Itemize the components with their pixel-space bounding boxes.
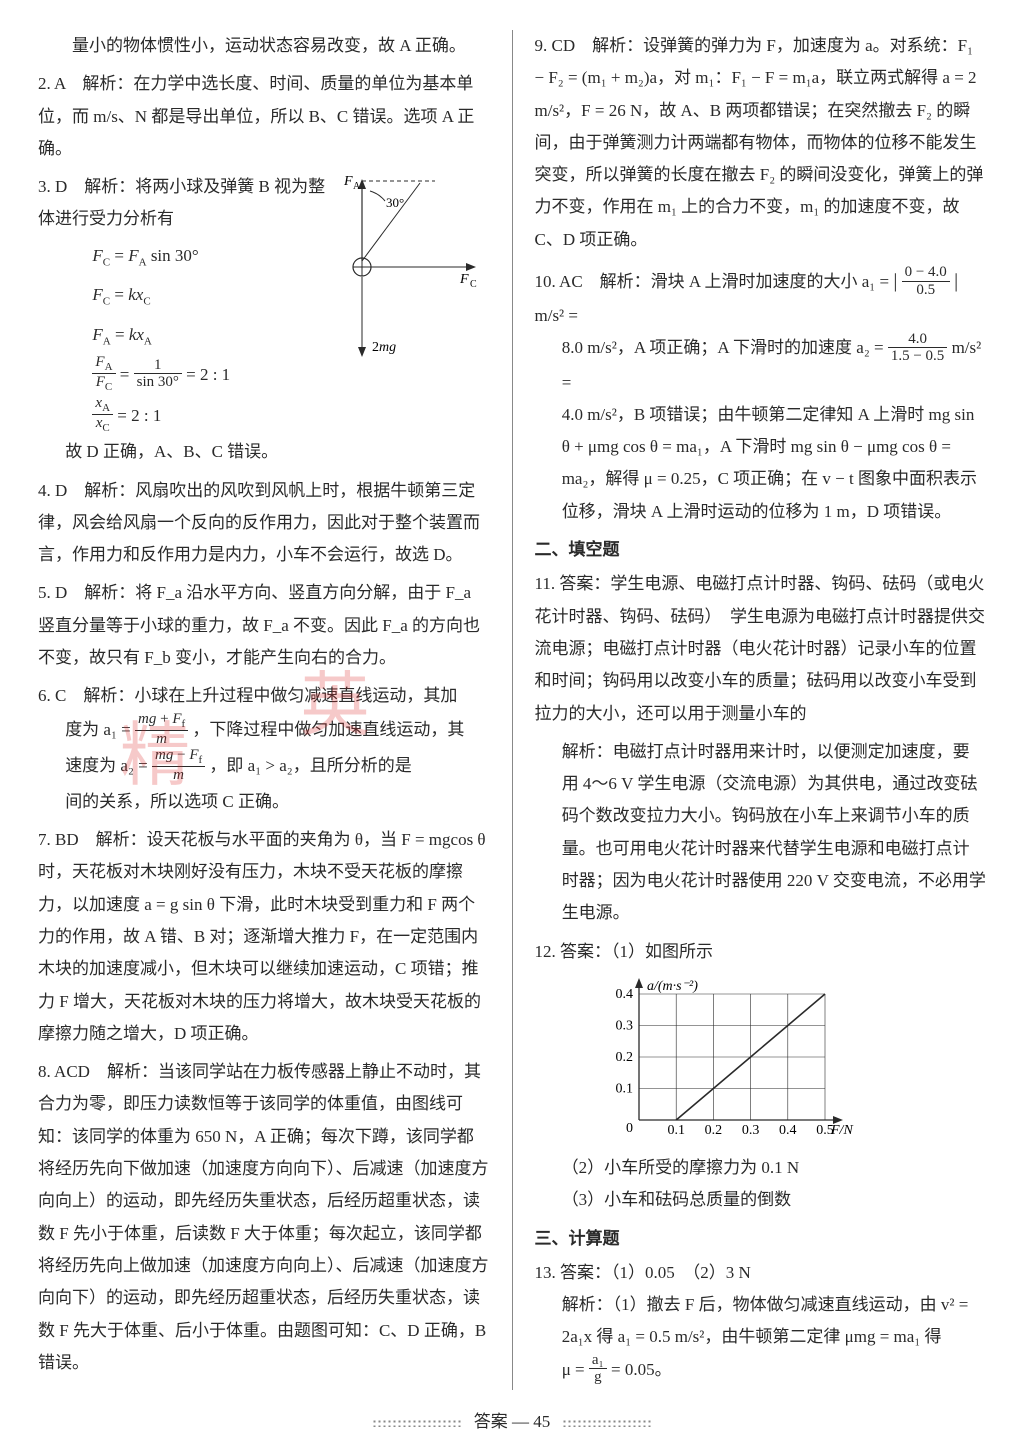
q6-a1-post: ，下降过程中做匀加速直线运动，其: [192, 720, 464, 739]
svg-text:2mg: 2mg: [372, 340, 396, 355]
q10-tail: 4.0 m/s²，B 项错误；由牛顿第二定律知 A 上滑时 mg sin θ +…: [535, 399, 987, 528]
q5: 5. D 解析：将 F_a 沿水平方向、竖直方向分解，由于 F_a 竖直分量等于…: [38, 577, 490, 674]
q10-line2: 8.0 m/s²，A 项正确；A 下滑时的加速度 a₂ = 4.01.5 − 0…: [535, 332, 987, 398]
svg-text:30°: 30°: [386, 195, 404, 210]
svg-text:0.3: 0.3: [615, 1018, 633, 1033]
q12-c: （3）小车和砝码总质量的倒数: [535, 1184, 987, 1216]
svg-text:0.4: 0.4: [615, 987, 633, 1002]
q6-line-a2: 速度为 a₂ = mg − Ffm ，即 a₁ > a₂，且所分析的是: [38, 749, 490, 786]
q6-a2-pre: 速度为 a₂ =: [65, 756, 152, 775]
q12-b: （2）小车所受的摩擦力为 0.1 N: [535, 1152, 987, 1184]
q3-frac1-tail: = 2 : 1: [186, 365, 230, 384]
svg-text:0.4: 0.4: [779, 1123, 797, 1138]
q13-head: 13. 答案：（1）0.05 （2）3 N: [535, 1257, 987, 1289]
q3-frac2-tail: = 2 : 1: [117, 406, 161, 425]
q10-l2-pre: 8.0 m/s²，A 项正确；A 下滑时的加速度 a₂ =: [562, 338, 888, 357]
q10-f1-tail: m/s² =: [535, 306, 579, 325]
q10-f2-num: 4.0: [888, 331, 947, 349]
section-3-head: 三、计算题: [535, 1223, 987, 1255]
q12-head: 12. 答案：（1）如图所示: [535, 936, 987, 968]
q13-mu-pre: μ =: [562, 1360, 589, 1379]
svg-text:A: A: [353, 181, 361, 192]
q10: 10. AC 解析：滑块 A 上滑时加速度的大小 a₁ = | 0 − 4.00…: [535, 262, 987, 528]
svg-text:a/(m·s⁻²): a/(m·s⁻²): [647, 979, 698, 994]
q6-a1-pre: 度为 a₁ =: [65, 720, 135, 739]
q9: 9. CD 解析：设弹簧的弹力为 F，加速度为 a。对系统：F₁ − F₂ = …: [535, 30, 987, 256]
left-column: 量小的物体惯性小，运动状态容易改变，故 A 正确。 2. A 解析：在力学中选长…: [38, 30, 490, 1390]
q13: 13. 答案：（1）0.05 （2）3 N 解析：（1）撤去 F 后，物体做匀减…: [535, 1257, 987, 1388]
column-divider: [512, 30, 513, 1390]
two-column-layout: 量小的物体惯性小，运动状态容易改变，故 A 正确。 2. A 解析：在力学中选长…: [38, 30, 986, 1390]
q6-a2-post: ，即 a₁ > a₂，且所分析的是: [209, 756, 411, 775]
svg-text:0.1: 0.1: [615, 1081, 633, 1096]
q6-tail: 间的关系，所以选项 C 正确。: [38, 786, 490, 818]
q6: 6. C 解析：小球在上升过程中做匀减速直线运动，其加 度为 a₁ = mg +…: [38, 680, 490, 818]
svg-text:0.3: 0.3: [741, 1123, 759, 1138]
q10-f1-num: 0 − 4.0: [902, 264, 950, 282]
force-diagram-svg: FA 30° FC 2mg: [340, 171, 490, 391]
q13-mu-num: a₁: [589, 1352, 607, 1370]
q3-figure: FA 30° FC 2mg: [340, 171, 490, 391]
svg-text:F: F: [459, 272, 469, 287]
q11b: 解析：电磁打点计时器用来计时，以便测定加速度，要用 4～6 V 学生电源（交流电…: [535, 736, 987, 930]
q4: 4. D 解析：风扇吹出的风吹到风帆上时，根据牛顿第三定律，风会给风扇一个反向的…: [38, 475, 490, 572]
svg-text:0.1: 0.1: [667, 1123, 685, 1138]
q11a: 11. 答案：学生电源、电磁打点计时器、钩码、砝码（或电火花计时器、钩码、砝码）…: [535, 568, 987, 729]
q13-mu: μ = a₁g = 0.05。: [535, 1354, 987, 1388]
svg-text:C: C: [470, 279, 477, 290]
q12-chart: 0.10.20.30.40.50.10.20.30.40F/Na/(m·s⁻²): [595, 976, 987, 1146]
q13-mu-den: g: [589, 1369, 607, 1386]
svg-text:0.2: 0.2: [615, 1050, 633, 1065]
q1-tail: 量小的物体惯性小，运动状态容易改变，故 A 正确。: [38, 30, 490, 62]
section-2-head: 二、填空题: [535, 534, 987, 566]
svg-text:0: 0: [626, 1121, 633, 1136]
svg-text:0.2: 0.2: [704, 1123, 722, 1138]
q12-chart-svg: 0.10.20.30.40.50.10.20.30.40F/Na/(m·s⁻²): [595, 976, 855, 1146]
q3-frac-2: xAxC = 2 : 1: [38, 396, 490, 437]
q3: FA 30° FC 2mg 3. D 解析：将两小球及弹簧 B 视为整体进行受力…: [38, 171, 490, 468]
q10-head: 10. AC 解析：滑块 A 上滑时加速度的大小 a₁ =: [535, 272, 894, 291]
q2: 2. A 解析：在力学中选长度、时间、质量的单位为基本单位，而 m/s、N 都是…: [38, 68, 490, 165]
q6-line-a1: 度为 a₁ = mg + Ffm ，下降过程中做匀加速直线运动，其: [38, 713, 490, 750]
q10-f2-den: 1.5 − 0.5: [888, 348, 947, 365]
q6-head: 6. C 解析：小球在上升过程中做匀减速直线运动，其加: [38, 680, 490, 712]
q8: 8. ACD 解析：当该同学站在力板传感器上静止不动时，其合力为零，即压力读数恒…: [38, 1056, 490, 1379]
q3-tail: 故 D 正确，A、B、C 错误。: [38, 436, 490, 468]
q7: 7. BD 解析：设天花板与水平面的夹角为 θ，当 F = mgcos θ 时，…: [38, 824, 490, 1050]
right-column: 9. CD 解析：设弹簧的弹力为 F，加速度为 a。对系统：F₁ − F₂ = …: [535, 30, 987, 1390]
q12: 12. 答案：（1）如图所示 0.10.20.30.40.50.10.20.30…: [535, 936, 987, 1217]
svg-text:F: F: [343, 174, 353, 189]
q13-mu-post: = 0.05。: [611, 1360, 672, 1379]
q13-body: 解析：（1）撤去 F 后，物体做匀减速直线运动，由 v² = 2a₁x 得 a₁…: [535, 1289, 987, 1354]
q10-f1-den: 0.5: [902, 282, 950, 299]
page-footer: 答案 — 45: [0, 1406, 1024, 1438]
svg-text:F/N: F/N: [830, 1123, 853, 1138]
